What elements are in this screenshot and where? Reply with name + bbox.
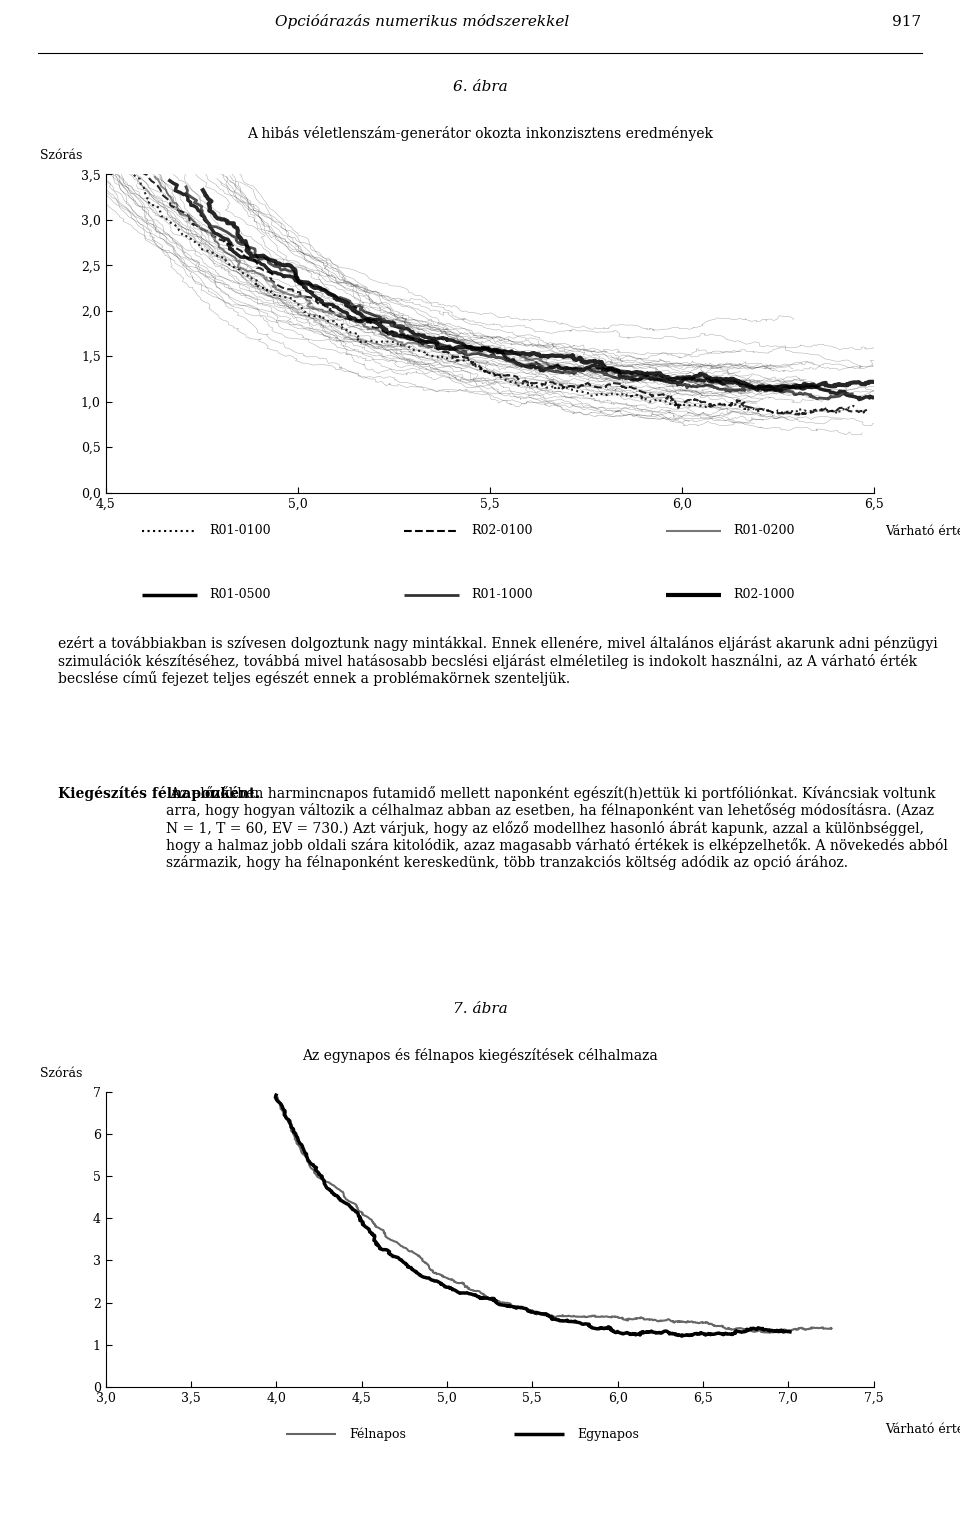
Text: R01-0100: R01-0100 <box>209 525 272 537</box>
Text: 7. ábra: 7. ábra <box>452 1002 508 1016</box>
Text: ezért a továbbiakban is szívesen dolgoztunk nagy mintákkal. Ennek ellenére, mive: ezért a továbbiakban is szívesen dolgozt… <box>58 637 937 687</box>
Text: 6. ábra: 6. ábra <box>452 80 508 94</box>
Text: 917: 917 <box>893 15 922 29</box>
Text: Félnapos: Félnapos <box>349 1428 406 1440</box>
Text: R01-1000: R01-1000 <box>471 588 533 602</box>
Text: R02-0100: R02-0100 <box>471 525 533 537</box>
Text: Egynapos: Egynapos <box>577 1428 639 1440</box>
Text: Az egynapos és félnapos kiegészítések célhalmaza: Az egynapos és félnapos kiegészítések cé… <box>302 1048 658 1063</box>
Text: Kiegészítés félnaponként.: Kiegészítés félnaponként. <box>58 785 260 800</box>
Text: A hibás véletlenszám-generátor okozta inkonzisztens eredmények: A hibás véletlenszám-generátor okozta in… <box>247 126 713 141</box>
Text: R01-0200: R01-0200 <box>733 525 795 537</box>
Text: Az előzőkben harmincnapos futamidő mellett naponként egészít(h)ettük ki portfóli: Az előzőkben harmincnapos futamidő melle… <box>166 785 948 870</box>
Text: Szórás: Szórás <box>40 149 83 162</box>
Text: R02-1000: R02-1000 <box>733 588 795 602</box>
Text: Szórás: Szórás <box>40 1067 83 1079</box>
Text: Várható érték: Várható érték <box>885 525 960 538</box>
Text: R01-0500: R01-0500 <box>209 588 271 602</box>
Text: Várható érték: Várható érték <box>885 1422 960 1436</box>
Text: Opcióárazás numerikus módszerekkel: Opcióárazás numerikus módszerekkel <box>276 14 569 29</box>
